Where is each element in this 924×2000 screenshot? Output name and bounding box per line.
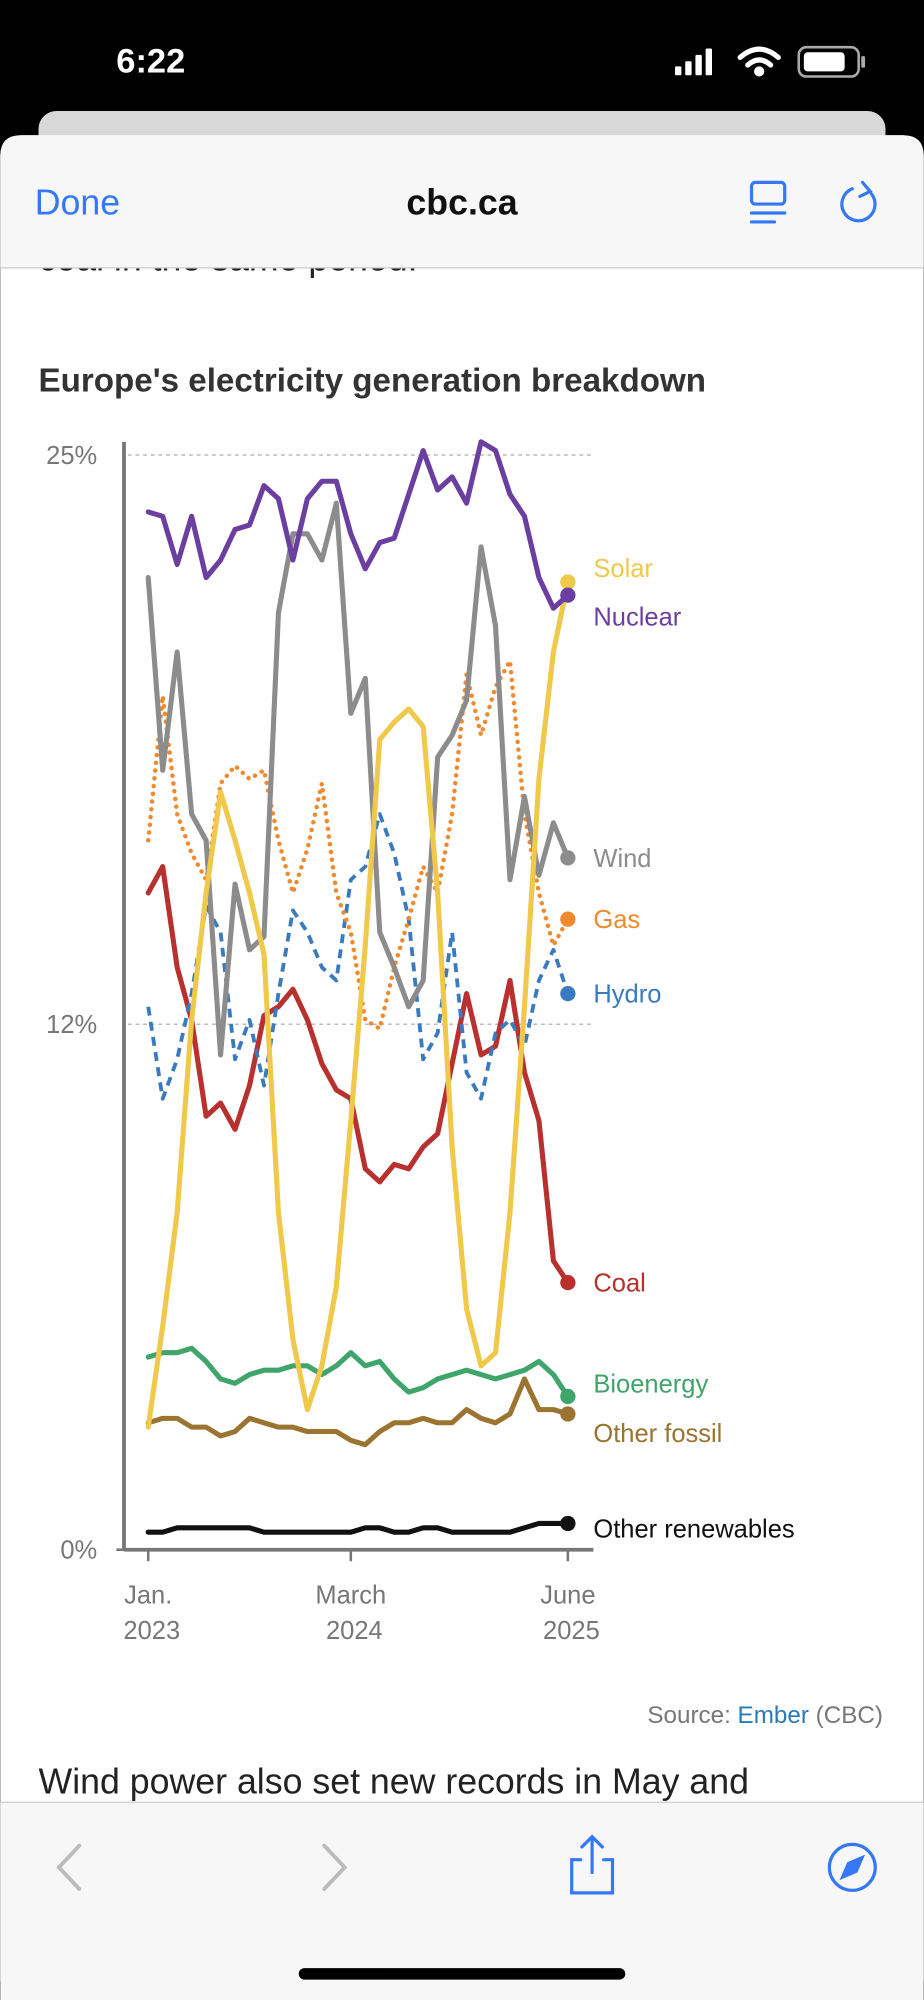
series-label: Wind <box>593 845 651 873</box>
series-line <box>145 1345 571 1400</box>
series-line <box>145 439 571 611</box>
series-label: Solar <box>593 555 653 583</box>
share-button[interactable] <box>570 1834 615 1895</box>
home-indicator <box>298 1968 626 1980</box>
series-label: Other fossil <box>593 1420 722 1448</box>
chart: 0% 12% 25% Jan. 2023 March 2024 June 2025 Othe… <box>46 439 795 1645</box>
series-line <box>145 864 571 1286</box>
signal-icon <box>675 48 712 76</box>
page-sheet <box>0 135 924 2000</box>
series-label: Coal <box>593 1270 645 1298</box>
x-tick-label: Jan. 2023 <box>116 1581 180 1645</box>
y-tick-label: 12% <box>46 1011 97 1039</box>
end-point <box>560 1388 576 1405</box>
end-point <box>560 587 576 603</box>
series-line <box>145 579 571 1430</box>
compass-button[interactable] <box>827 1842 877 1892</box>
end-point <box>560 911 576 927</box>
end-point <box>560 850 576 866</box>
source-suffix: (CBC) <box>816 1702 883 1729</box>
y-tick-label: 25% <box>46 442 97 470</box>
article-text: Wind power also set new records in May a… <box>39 1761 749 1801</box>
series-line <box>145 1520 571 1535</box>
back-button[interactable] <box>56 1843 82 1891</box>
reader-button[interactable] <box>749 180 787 224</box>
x-tick-label: June 2025 <box>536 1581 600 1645</box>
source-link[interactable]: Ember <box>738 1702 809 1729</box>
clock: 6:22 <box>116 43 185 81</box>
x-tick-label: March 2024 <box>315 1581 386 1645</box>
browser-header <box>0 135 924 268</box>
series-line <box>145 1376 571 1448</box>
y-tick-label: 0% <box>60 1537 97 1565</box>
page-domain: cbc.ca <box>406 182 518 222</box>
series-label: Other renewables <box>593 1516 794 1544</box>
series-label: Gas <box>593 906 640 934</box>
reload-button[interactable] <box>840 180 877 223</box>
series-label: Bioenergy <box>593 1371 708 1399</box>
series-label: Nuclear <box>593 604 681 632</box>
done-button[interactable]: Done <box>35 182 120 222</box>
end-point <box>560 1515 576 1532</box>
forward-button[interactable] <box>322 1843 348 1891</box>
browser-toolbar <box>0 1802 924 2000</box>
chart-title: Europe's electricity generation breakdow… <box>39 363 707 400</box>
source-line: Source: Ember (CBC) <box>647 1702 883 1729</box>
wifi-icon <box>737 46 781 77</box>
end-point <box>560 574 576 590</box>
end-point <box>560 985 576 1002</box>
battery-icon <box>797 45 866 78</box>
source-prefix: Source: <box>647 1702 730 1729</box>
end-point <box>560 1274 576 1291</box>
series-label: Hydro <box>593 981 661 1009</box>
series-line <box>145 500 571 1058</box>
end-point <box>560 1406 576 1422</box>
